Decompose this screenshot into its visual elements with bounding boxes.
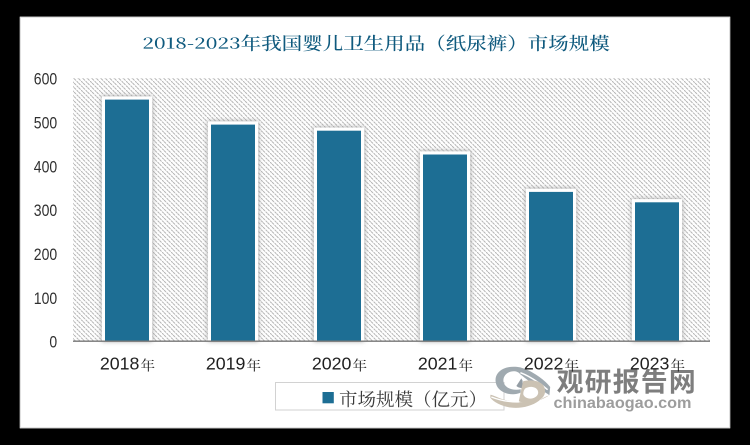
svg-text:500: 500	[34, 114, 57, 133]
svg-text:200: 200	[34, 245, 57, 264]
svg-text:2018: 2018	[100, 353, 140, 373]
svg-text:2019: 2019	[206, 353, 246, 373]
svg-text:2023: 2023	[630, 353, 670, 373]
svg-text:2021: 2021	[418, 353, 458, 373]
svg-text:400: 400	[34, 157, 57, 176]
svg-text:0: 0	[49, 333, 57, 352]
svg-text:300: 300	[34, 201, 57, 220]
svg-text:chinabaogao.com: chinabaogao.com	[554, 395, 692, 412]
svg-text:600: 600	[34, 70, 57, 89]
svg-text:2022: 2022	[524, 353, 564, 373]
svg-text:2020: 2020	[312, 353, 352, 373]
svg-text:100: 100	[34, 289, 57, 308]
